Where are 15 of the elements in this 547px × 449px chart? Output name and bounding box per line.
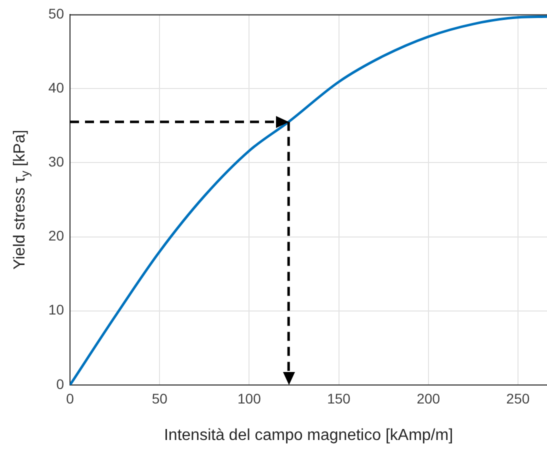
line-series: [70, 15, 547, 385]
x-tick-label: 150: [327, 390, 351, 406]
y-tick-label: 20: [48, 228, 64, 244]
y-tick-label: 40: [48, 79, 64, 96]
x-tick-label: 250: [506, 390, 530, 406]
y-axis-title: Yield stress τy [kPa]: [11, 130, 32, 270]
x-tick-label: 100: [238, 390, 262, 406]
x-tick-label: 200: [416, 390, 440, 406]
x-axis-title: Intensità del campo magnetico [kAmp/m]: [164, 426, 454, 444]
y-tick-label: 50: [48, 5, 64, 22]
y-tick-label: 30: [48, 154, 64, 170]
y-tick-label: 0: [56, 376, 64, 392]
y-tick-label: 10: [48, 302, 64, 318]
x-tick-label: 50: [152, 390, 168, 406]
x-tick-label: 0: [66, 390, 74, 406]
